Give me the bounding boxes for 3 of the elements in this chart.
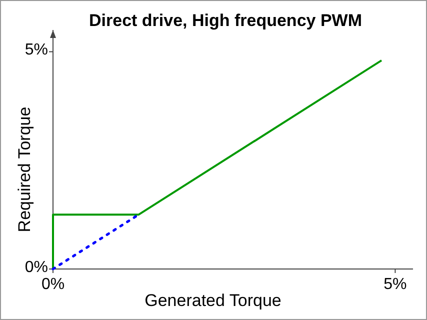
chart-title: Direct drive, High frequency PWM [89, 11, 362, 30]
y-axis-title: Required Torque [15, 106, 34, 232]
x-axis-title: Generated Torque [144, 291, 282, 310]
